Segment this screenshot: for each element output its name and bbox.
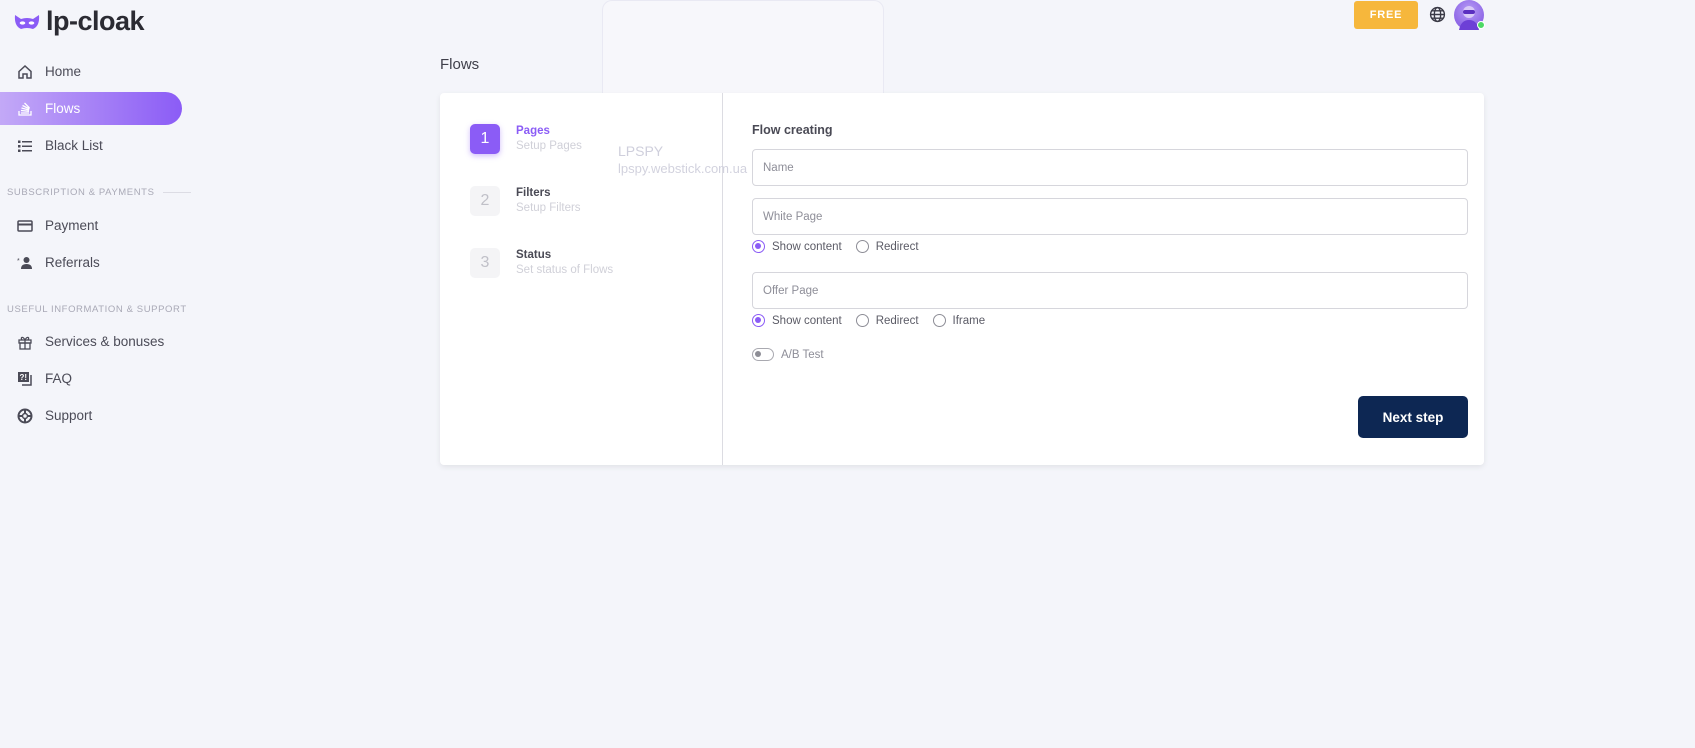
step-subtitle: Setup Pages xyxy=(516,140,582,152)
radio-empty-icon xyxy=(932,314,946,327)
sidebar-item-label: Home xyxy=(45,64,82,79)
step-subtitle: Set status of Flows xyxy=(516,264,614,276)
radio-selected-icon xyxy=(752,314,765,327)
brand-name: lp-cloak xyxy=(46,6,145,36)
next-step-button[interactable]: Next step xyxy=(1358,396,1468,438)
faq-icon: ?! xyxy=(18,371,32,386)
step-subtitle: Setup Filters xyxy=(516,202,581,214)
sidebar-item-label: Referrals xyxy=(45,255,100,270)
avatar-image-icon xyxy=(1459,6,1479,30)
section-subscription-payments: SUBSCRIPTION & PAYMENTS xyxy=(7,187,191,198)
sidebar-item-faq[interactable]: ?! FAQ xyxy=(0,362,182,395)
section-divider xyxy=(162,192,191,193)
gift-icon xyxy=(18,336,32,350)
step-number: 1 xyxy=(470,124,500,154)
radio-label: Show content xyxy=(772,240,842,253)
sidebar-item-label: Support xyxy=(45,408,93,423)
sidebar-item-black-list[interactable]: Black List xyxy=(0,129,182,162)
sidebar-item-referrals[interactable]: * Referrals xyxy=(0,246,182,279)
sidebar-item-payment[interactable]: Payment xyxy=(0,209,182,242)
name-input[interactable] xyxy=(752,149,1468,186)
mask-logo-icon xyxy=(14,14,40,29)
sidebar-item-label: Services & bonuses xyxy=(45,334,165,349)
ab-test-label: A/B Test xyxy=(781,348,824,361)
lifebuoy-icon xyxy=(17,408,33,423)
form-title: Flow creating xyxy=(752,123,833,137)
step-status[interactable]: 3 Status Set status of Flows xyxy=(470,248,613,278)
flows-icon xyxy=(18,102,32,116)
white-radio-redirect[interactable]: Redirect xyxy=(855,240,919,253)
radio-label: Iframe xyxy=(952,314,986,327)
step-title: Filters xyxy=(516,187,551,199)
sidebar-item-label: FAQ xyxy=(45,371,73,386)
offer-radio-show-content[interactable]: Show content xyxy=(752,314,842,327)
svg-text:*: * xyxy=(17,258,20,265)
list-icon xyxy=(18,140,32,152)
section-label: USEFUL INFORMATION & SUPPORT xyxy=(7,304,187,315)
user-star-icon: * xyxy=(17,256,32,269)
ab-test-row: A/B Test xyxy=(752,348,824,361)
sidebar-item-support[interactable]: Support xyxy=(0,399,182,432)
flow-wizard-card: 1 Pages Setup Pages 2 Filters Setup Filter… xyxy=(440,93,1484,465)
radio-empty-icon xyxy=(855,314,869,327)
white-radio-show-content[interactable]: Show content xyxy=(752,240,842,253)
sidebar-item-services-bonuses[interactable]: Services & bonuses xyxy=(0,325,182,358)
logo[interactable]: lp-cloak xyxy=(14,6,145,37)
radio-label: Redirect xyxy=(875,314,919,327)
offer-page-input[interactable] xyxy=(752,272,1468,309)
avatar[interactable] xyxy=(1454,0,1485,30)
offer-radio-iframe[interactable]: Iframe xyxy=(932,314,986,327)
step-number: 2 xyxy=(470,186,500,216)
sidebar-item-label: Payment xyxy=(45,218,99,233)
radio-selected-icon xyxy=(752,240,765,253)
white-page-input[interactable] xyxy=(752,198,1468,235)
step-title: Status xyxy=(516,249,552,261)
offer-radio-redirect[interactable]: Redirect xyxy=(855,314,919,327)
offer-page-mode-radios: Show content Redirect Iframe xyxy=(752,314,985,327)
sidebar-item-label: Black List xyxy=(45,138,103,153)
section-useful-information: USEFUL INFORMATION & SUPPORT xyxy=(7,304,187,315)
sidebar-item-flows[interactable]: Flows xyxy=(0,92,182,125)
online-status-indicator xyxy=(1477,21,1485,29)
section-label: SUBSCRIPTION & PAYMENTS xyxy=(7,187,155,198)
home-icon xyxy=(18,64,32,79)
step-number: 3 xyxy=(470,248,500,278)
step-filters[interactable]: 2 Filters Setup Filters xyxy=(470,186,581,216)
divider xyxy=(722,93,723,465)
svg-text:?!: ?! xyxy=(20,373,28,382)
plan-badge-button[interactable]: FREE xyxy=(1354,1,1418,29)
page-title: Flows xyxy=(440,56,480,73)
radio-label: Show content xyxy=(772,314,842,327)
sidebar-item-label: Flows xyxy=(45,101,81,116)
step-title: Pages xyxy=(516,125,550,137)
radio-empty-icon xyxy=(855,240,869,253)
ab-test-toggle[interactable] xyxy=(752,348,774,361)
radio-label: Redirect xyxy=(875,240,919,253)
white-page-mode-radios: Show content Redirect xyxy=(752,240,919,253)
sidebar-item-home[interactable]: Home xyxy=(0,55,182,88)
credit-card-icon xyxy=(17,219,33,232)
globe-icon[interactable] xyxy=(1429,6,1446,23)
step-pages[interactable]: 1 Pages Setup Pages xyxy=(470,124,582,154)
